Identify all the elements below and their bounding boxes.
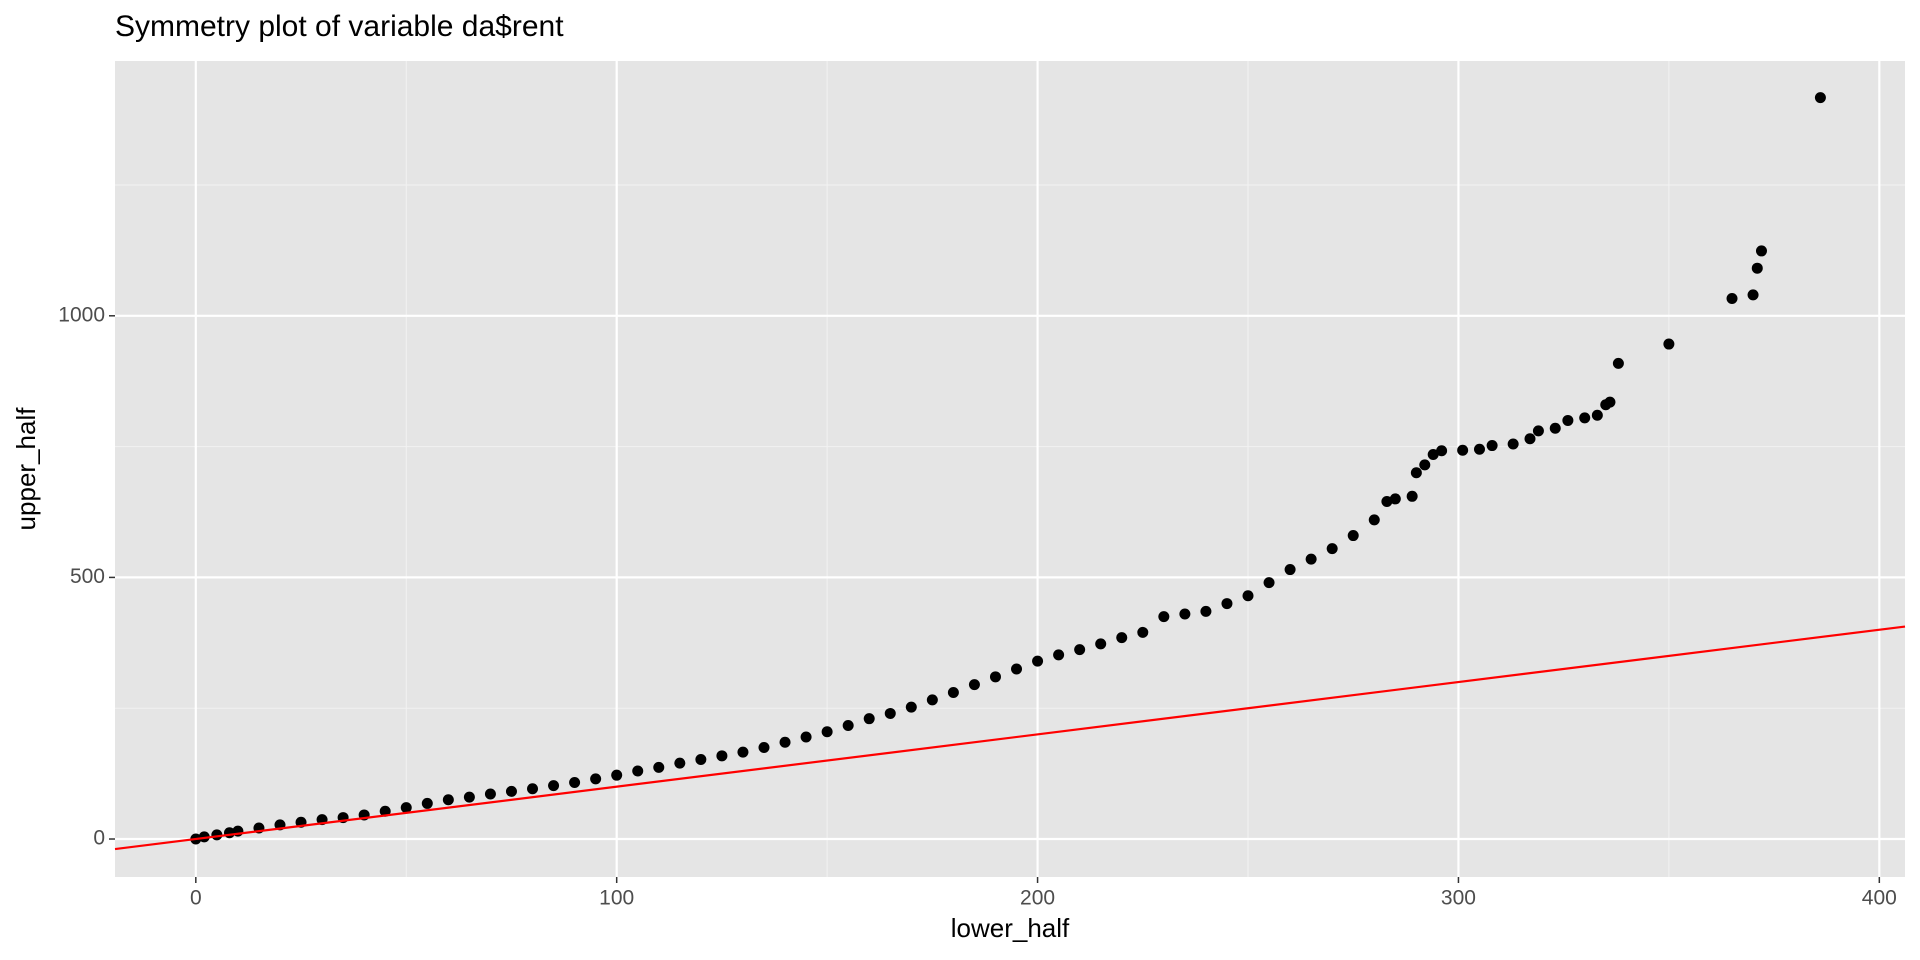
point [1457,444,1469,456]
point [1137,626,1149,638]
x-tick-label: 100 [599,887,634,910]
point [779,736,791,748]
point [947,687,959,699]
point [884,707,896,719]
point [632,765,644,777]
point [821,726,833,738]
x-axis-label: lower_half [951,913,1070,943]
point [1562,414,1574,426]
point [1436,445,1448,457]
chart-title: Symmetry plot of variable da$rent [115,10,564,43]
point [1284,564,1296,576]
point [1427,448,1439,460]
point [611,769,623,781]
point [442,794,454,806]
point [1389,493,1401,505]
y-tick-label: 500 [70,565,105,588]
point [421,797,433,809]
point [1305,553,1317,565]
point [1419,459,1431,471]
point [674,757,686,769]
point [863,713,875,725]
point [905,701,917,713]
point [1381,496,1393,508]
point [1074,644,1086,656]
point [1326,543,1338,555]
x-tick-label: 0 [190,887,202,910]
point [989,671,1001,683]
plot-panel [115,61,1905,877]
point [1747,289,1759,301]
point [1755,245,1767,257]
point [1053,649,1065,661]
point [484,788,496,800]
point [716,750,728,762]
point [463,791,475,803]
point [569,777,581,789]
point [1524,433,1536,445]
point [1549,422,1561,434]
point [1179,608,1191,620]
point [1347,530,1359,542]
point [968,679,980,691]
point [758,741,770,753]
point [505,785,517,797]
y-tick-label: 1000 [58,303,105,326]
point [1263,577,1275,589]
point [926,694,938,706]
point [1612,357,1624,369]
point [737,746,749,758]
point [1011,663,1023,675]
point [590,773,602,785]
point [1221,598,1233,610]
point [1532,425,1544,437]
point [548,780,560,792]
point [1726,293,1738,305]
point [800,731,812,743]
point [1507,438,1519,450]
point [1406,490,1418,502]
point [527,783,539,795]
point [1410,467,1422,479]
x-tick-label: 300 [1441,887,1476,910]
point [1368,514,1380,526]
point [1579,412,1591,424]
point [1473,443,1485,455]
point [653,761,665,773]
point [1814,92,1826,104]
x-tick-label: 400 [1862,887,1897,910]
point [400,802,412,814]
y-tick-label: 0 [93,827,105,850]
reference-line [114,625,1906,851]
point [1751,262,1763,274]
y-axis-label: upper_half [11,407,41,531]
point [1095,638,1107,650]
point [842,719,854,731]
point [695,753,707,765]
x-tick-label: 200 [1020,887,1055,910]
point [1604,396,1616,408]
point [1663,338,1675,350]
point [1242,590,1254,602]
point [1200,605,1212,617]
point [1116,632,1128,644]
point [1486,440,1498,452]
point [1158,611,1170,623]
point [1032,655,1044,667]
point [1591,409,1603,421]
